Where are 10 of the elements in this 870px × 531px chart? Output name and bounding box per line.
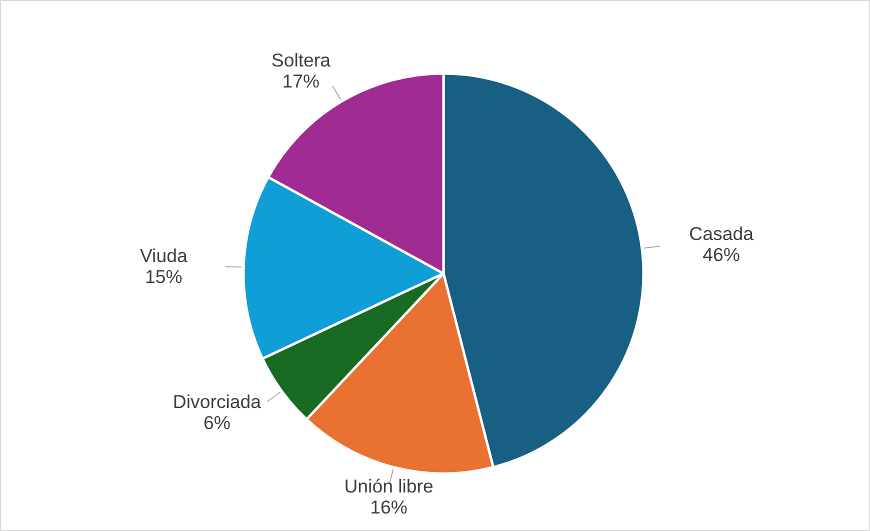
slice-label: Viuda [140,245,188,266]
data-label: 16% [370,496,408,518]
data-label: 6% [203,412,230,434]
slice-label: Casada [689,222,754,244]
slice-label: Divorciada [172,391,262,412]
slice-label: Soltera [271,49,332,70]
data-label: 46% [702,244,740,265]
data-label: 17% [282,70,320,92]
slice-label: Unión libre [344,476,434,497]
data-label: 15% [144,266,182,288]
